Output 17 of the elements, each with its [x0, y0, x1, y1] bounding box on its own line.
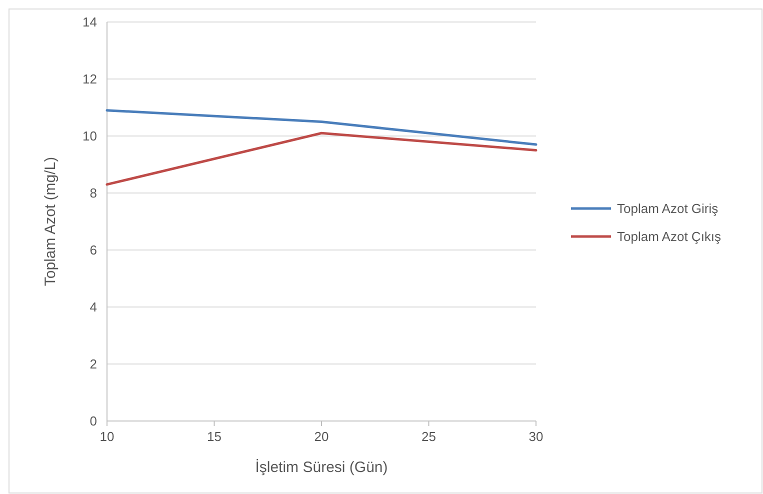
y-tick-label: 4	[90, 300, 97, 315]
y-tick-label: 6	[90, 242, 97, 258]
x-axis-title: İşletim Süresi (Gün)	[255, 458, 388, 476]
legend-label: Toplam Azot Giriş	[617, 201, 719, 216]
y-tick-label: 2	[90, 356, 97, 372]
y-axis-title: Toplam Azot (mg/L)	[42, 156, 59, 286]
y-tick-label: 8	[90, 186, 97, 201]
y-tick-label: 0	[90, 414, 97, 429]
legend-label: Toplam Azot Çıkış	[617, 229, 722, 244]
y-tick-label: 14	[82, 14, 97, 30]
x-tick-label: 15	[207, 429, 222, 444]
x-tick-label: 20	[314, 429, 329, 444]
x-tick-label: 25	[422, 429, 436, 444]
y-tick-label: 12	[82, 72, 97, 87]
y-tick-label: 10	[82, 128, 97, 144]
x-tick-label: 30	[528, 429, 544, 444]
x-tick-label: 10	[100, 429, 114, 444]
